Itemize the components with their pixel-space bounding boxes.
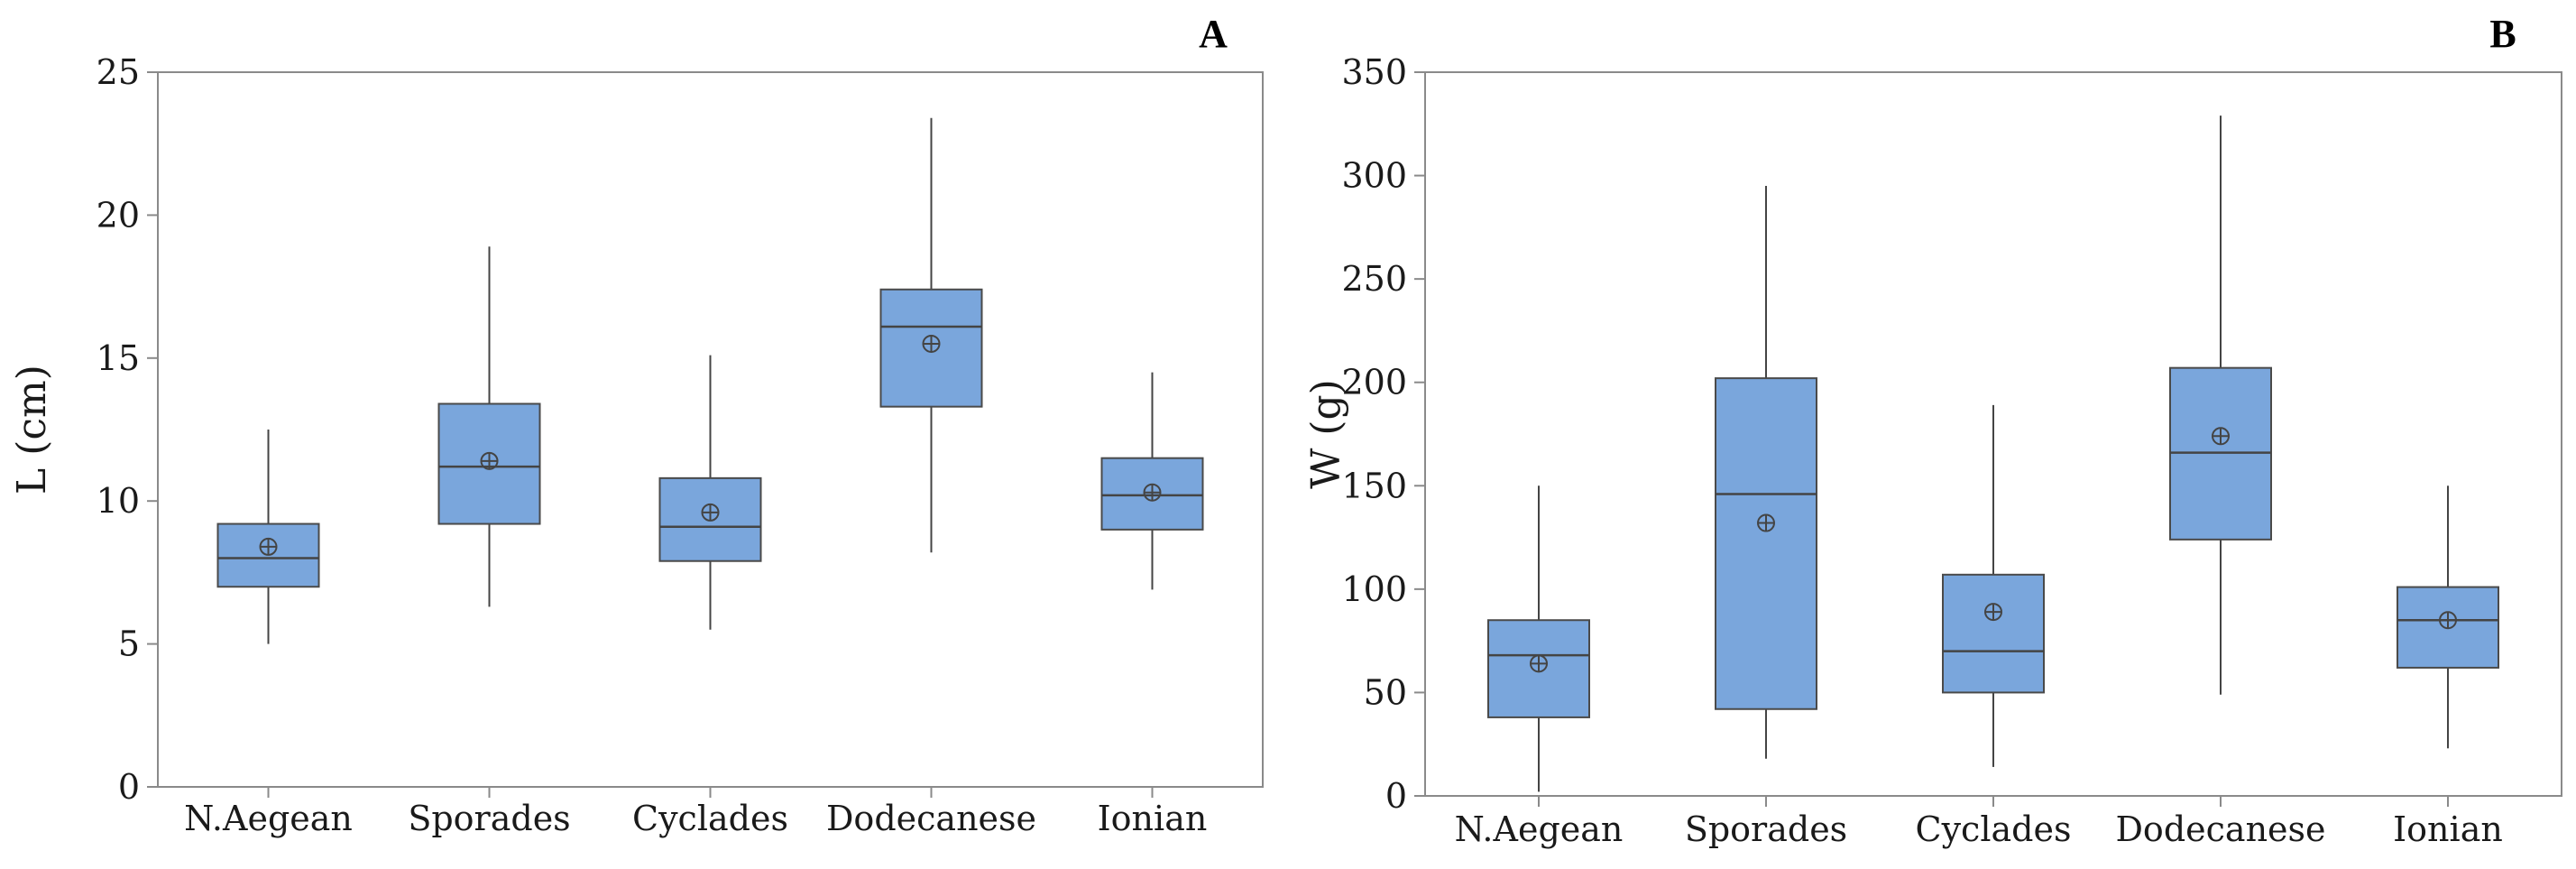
- mean-marker: [1757, 513, 1775, 532]
- x-tick-label: Ionian: [2393, 809, 2503, 849]
- panel-label: A: [1199, 12, 1228, 56]
- y-tick-label: 15: [97, 338, 140, 378]
- mean-marker: [2212, 427, 2230, 446]
- box-ionian: [1100, 372, 1204, 590]
- x-tick-label: Dodecanese: [2115, 809, 2325, 849]
- box-cyclades: [658, 355, 762, 630]
- chart-panel-a: 0 5 10 15 20 25 L (cm) A N.Aegean Sporades Cyclade…: [9, 12, 1264, 838]
- x-tick-label: N.Aegean: [184, 799, 353, 838]
- box-dodecanese: [879, 117, 983, 553]
- box-dodecanese: [2169, 116, 2272, 695]
- y-tick-label: 100: [1341, 569, 1407, 609]
- y-tick-label: 50: [1364, 672, 1407, 712]
- y-axis-title: L (cm): [9, 365, 55, 495]
- iqr-box: [1942, 573, 2045, 694]
- box-cyclades: [1942, 404, 2045, 767]
- x-tick-label: Dodecanese: [826, 799, 1036, 838]
- mean-marker: [701, 503, 720, 522]
- x-tick-label: N.Aegean: [1455, 809, 1624, 849]
- mean-marker: [1984, 603, 2002, 622]
- x-tick-label: Ionian: [1098, 799, 1208, 838]
- x-tick-label: Sporades: [408, 799, 570, 838]
- panel-label: B: [2489, 12, 2516, 56]
- y-axis-title: W (g): [1303, 379, 1349, 489]
- y-tick-label: 25: [97, 52, 140, 92]
- chart-panel-b: 0 50 100 150 200 250 300 350 W (g) B N.Aegean Spora…: [1303, 12, 2562, 849]
- box-naegean: [216, 430, 320, 644]
- y-tick-label: 0: [118, 767, 140, 807]
- y-tick-label: 150: [1341, 466, 1407, 505]
- box-sporades: [1715, 186, 1817, 759]
- x-tick-label: Cyclades: [632, 799, 788, 838]
- box-sporades: [437, 246, 541, 607]
- x-tick-label: Sporades: [1685, 809, 1847, 849]
- box-ionian: [2397, 485, 2499, 749]
- mean-marker: [1530, 654, 1548, 673]
- box-naegean: [1487, 485, 1590, 792]
- mean-marker: [259, 537, 278, 556]
- y-tick-label: 250: [1341, 259, 1407, 299]
- y-tick-label: 300: [1341, 156, 1407, 196]
- x-tick-label: Cyclades: [1916, 809, 2072, 849]
- iqr-box: [1715, 377, 1817, 710]
- mean-marker: [922, 334, 941, 353]
- mean-marker: [480, 451, 499, 470]
- y-tick-label: 5: [118, 624, 140, 664]
- y-tick-label: 0: [1385, 776, 1407, 816]
- mean-marker: [1143, 483, 1162, 502]
- y-tick-label: 10: [97, 481, 140, 521]
- y-tick-label: 200: [1341, 363, 1407, 402]
- mean-marker: [2439, 611, 2457, 630]
- y-tick-label: 350: [1341, 52, 1407, 92]
- y-tick-label: 20: [97, 195, 140, 235]
